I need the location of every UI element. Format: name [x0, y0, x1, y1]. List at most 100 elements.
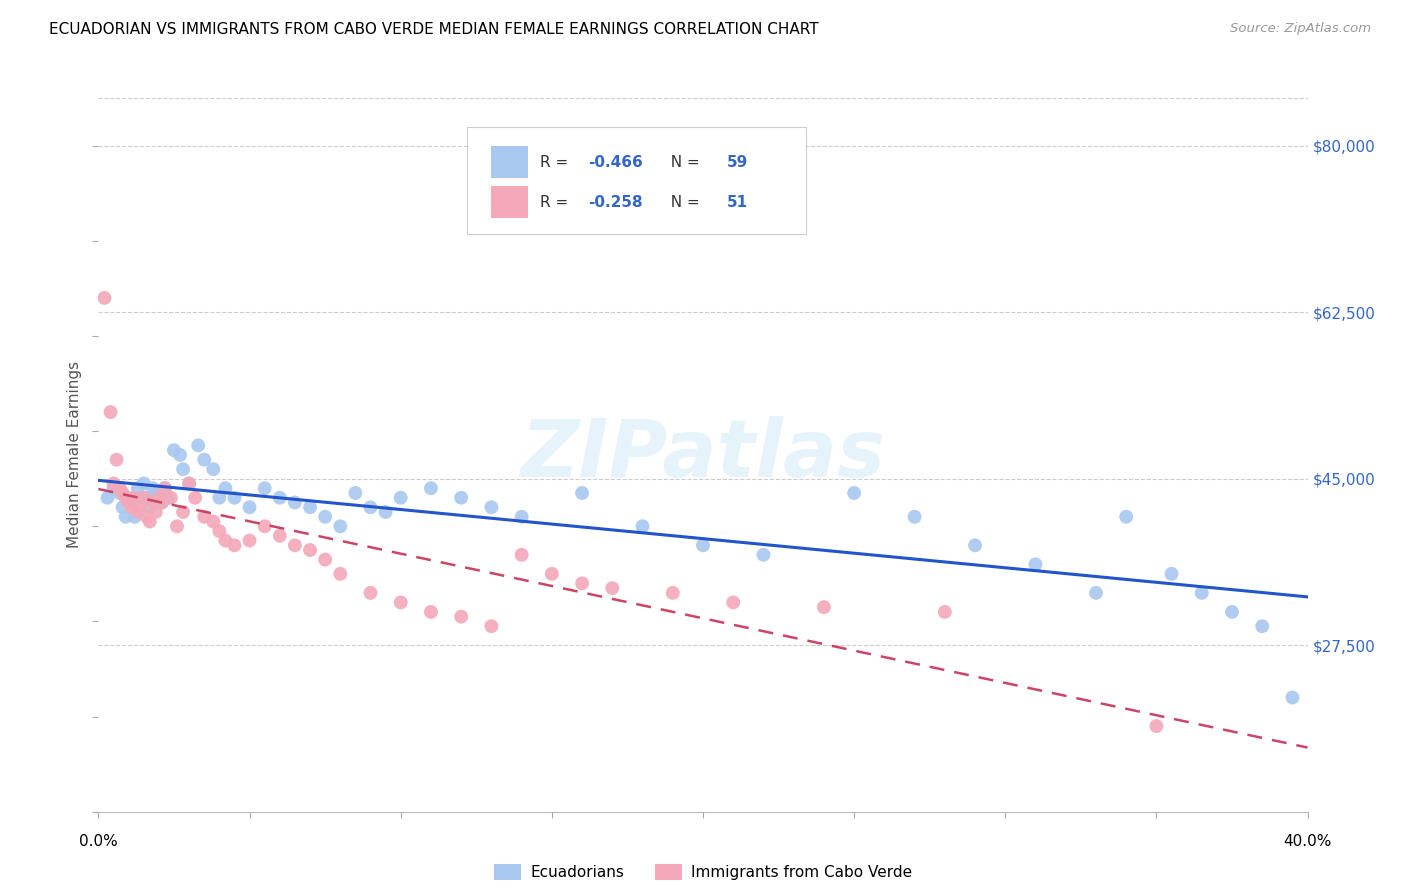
Point — [540, 566, 562, 581]
Text: 40.0%: 40.0% — [1284, 834, 1331, 849]
Point — [692, 538, 714, 552]
Legend: Ecuadorians, Immigrants from Cabo Verde: Ecuadorians, Immigrants from Cabo Verde — [488, 858, 918, 886]
Point — [214, 533, 236, 548]
Point — [153, 481, 176, 495]
Text: 51: 51 — [727, 194, 748, 210]
Text: N =: N = — [661, 194, 704, 210]
Point — [510, 548, 533, 562]
Point — [1251, 619, 1274, 633]
Point — [148, 491, 170, 505]
Text: ECUADORIAN VS IMMIGRANTS FROM CABO VERDE MEDIAN FEMALE EARNINGS CORRELATION CHAR: ECUADORIAN VS IMMIGRANTS FROM CABO VERDE… — [49, 22, 818, 37]
Point — [103, 476, 125, 491]
Point — [299, 543, 322, 558]
Point — [142, 481, 165, 495]
Point — [389, 491, 412, 505]
Point — [314, 552, 336, 566]
Point — [169, 448, 191, 462]
Point — [752, 548, 775, 562]
Point — [145, 486, 167, 500]
Point — [153, 481, 176, 495]
Point — [813, 600, 835, 615]
Point — [121, 495, 143, 509]
Point — [389, 595, 412, 609]
Point — [214, 481, 236, 495]
Point — [118, 491, 141, 505]
Point — [135, 509, 157, 524]
Point — [1144, 719, 1167, 733]
Text: R =: R = — [540, 155, 572, 169]
Point — [121, 500, 143, 515]
Point — [239, 533, 262, 548]
Point — [100, 405, 122, 419]
Point — [135, 491, 157, 505]
Point — [166, 519, 188, 533]
Point — [1281, 690, 1303, 705]
Point — [1115, 509, 1137, 524]
Point — [129, 500, 152, 515]
Point — [93, 291, 115, 305]
Point — [631, 519, 654, 533]
Point — [139, 515, 162, 529]
Point — [571, 486, 593, 500]
Point — [156, 491, 179, 505]
Point — [571, 576, 593, 591]
FancyBboxPatch shape — [492, 186, 527, 218]
Point — [114, 491, 136, 505]
Point — [193, 452, 215, 467]
Point — [374, 505, 396, 519]
Point — [253, 481, 276, 495]
Point — [172, 505, 194, 519]
Point — [127, 481, 149, 495]
Point — [132, 476, 155, 491]
Point — [481, 619, 503, 633]
Text: Source: ZipAtlas.com: Source: ZipAtlas.com — [1230, 22, 1371, 36]
Point — [662, 586, 685, 600]
Point — [360, 586, 382, 600]
Point — [150, 495, 173, 509]
Point — [184, 491, 207, 505]
Text: 59: 59 — [727, 155, 748, 169]
Point — [129, 491, 152, 505]
Point — [723, 595, 745, 609]
Point — [1024, 558, 1046, 572]
Point — [142, 495, 165, 509]
Point — [1191, 586, 1213, 600]
Point — [299, 500, 322, 515]
Point — [145, 505, 167, 519]
Point — [208, 524, 231, 538]
Y-axis label: Median Female Earnings: Median Female Earnings — [66, 361, 82, 549]
Point — [284, 495, 307, 509]
Point — [108, 486, 131, 500]
Text: ZIPatlas: ZIPatlas — [520, 416, 886, 494]
Point — [344, 486, 367, 500]
Point — [1160, 566, 1182, 581]
Point — [269, 529, 291, 543]
Point — [179, 476, 201, 491]
Point — [965, 538, 987, 552]
Point — [1220, 605, 1243, 619]
Point — [96, 491, 118, 505]
Point — [224, 491, 246, 505]
Point — [202, 515, 225, 529]
Text: R =: R = — [540, 194, 572, 210]
Point — [187, 438, 209, 452]
Point — [420, 605, 443, 619]
Text: N =: N = — [661, 155, 704, 169]
Text: -0.466: -0.466 — [588, 155, 643, 169]
Point — [179, 476, 201, 491]
Point — [111, 500, 134, 515]
Point — [602, 581, 624, 595]
Point — [108, 481, 131, 495]
Point — [224, 538, 246, 552]
Point — [314, 509, 336, 524]
Point — [1085, 586, 1108, 600]
Point — [904, 509, 927, 524]
Point — [163, 443, 186, 458]
Point — [329, 566, 352, 581]
Point — [193, 509, 215, 524]
Point — [239, 500, 262, 515]
Point — [329, 519, 352, 533]
Point — [481, 500, 503, 515]
FancyBboxPatch shape — [467, 127, 806, 234]
Point — [450, 491, 472, 505]
